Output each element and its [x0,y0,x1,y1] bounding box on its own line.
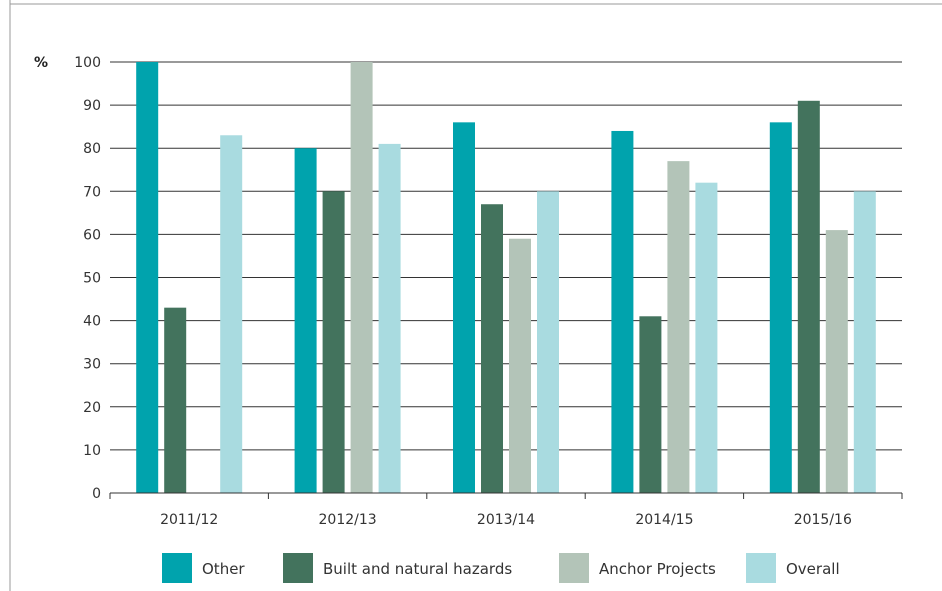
x-tick-label: 2015/16 [794,512,852,528]
y-axis-ticks: 0 10 20 30 40 50 60 70 80 90 100 [74,55,101,502]
bar [322,191,345,494]
bar [220,135,243,493]
y-tick-label: 40 [83,314,101,330]
y-tick-label: 30 [83,357,101,373]
y-tick-label: 50 [83,271,101,287]
bar [797,100,820,493]
legend-label: Other [202,560,245,578]
bars [136,62,876,494]
bar [136,62,159,493]
bar [537,191,559,494]
legend-label: Overall [786,560,840,578]
y-tick-label: 10 [83,443,101,459]
x-tick-label: 2013/14 [477,512,535,528]
bar [350,62,373,493]
axes [109,492,903,499]
legend-swatch [746,553,776,583]
legend: Other Built and natural hazards Anchor Pro… [162,553,840,583]
bar [509,238,531,493]
bar [164,307,187,493]
x-tick-label: 2014/15 [635,512,693,528]
y-axis-label: % [34,55,48,71]
y-tick-label: 70 [83,184,101,200]
bar [611,130,634,493]
legend-label: Anchor Projects [599,560,716,578]
bar [853,191,876,494]
y-tick-label: 60 [83,227,101,243]
x-tick-label: 2011/12 [160,512,218,528]
bar [667,161,690,493]
bar [639,316,662,493]
y-tick-label: 20 [83,400,101,416]
bar [294,148,317,493]
y-tick-label: 90 [83,98,101,114]
x-axis-ticks: 2011/12 2012/13 2013/14 2014/15 2015/16 [160,512,852,528]
legend-swatch [162,553,192,583]
legend-label: Built and natural hazards [323,560,512,578]
bar [769,122,792,493]
bar [378,143,401,493]
x-tick-label: 2012/13 [319,512,377,528]
legend-swatch [283,553,313,583]
bar [481,204,503,494]
bar [453,122,475,493]
legend-swatch [559,553,589,583]
bar [695,182,718,493]
bar [825,230,848,493]
y-tick-label: 0 [92,486,101,502]
y-tick-label: 80 [83,141,101,157]
y-tick-label: 100 [74,55,101,71]
